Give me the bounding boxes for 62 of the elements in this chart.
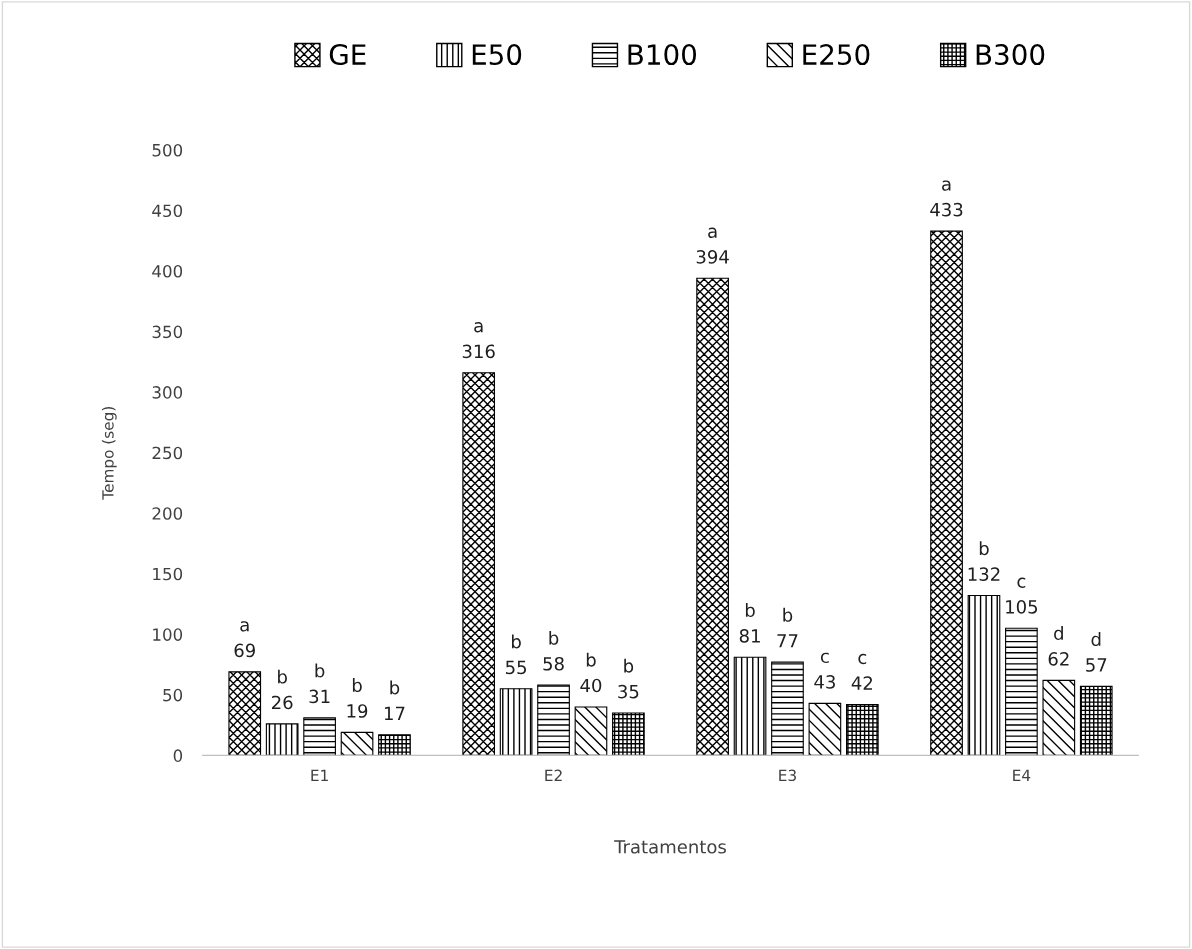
- legend-label: E250: [803, 44, 870, 66]
- bar: [1005, 627, 1038, 756]
- bar: [340, 731, 374, 756]
- bar: [808, 702, 842, 756]
- x-tick-label: E1: [311, 769, 328, 781]
- bar: [612, 712, 645, 756]
- y-tick-label: 100: [153, 628, 183, 641]
- data-label: b 40: [580, 652, 602, 693]
- bar: [303, 717, 336, 756]
- legend-label: B100: [628, 44, 697, 66]
- y-tick-label: 50: [163, 688, 183, 702]
- bar: [1079, 685, 1113, 756]
- y-tick-label: 0: [173, 749, 183, 762]
- y-axis-title: Tempo (seg): [101, 407, 117, 500]
- bar: [462, 372, 496, 756]
- data-label: b 55: [506, 634, 527, 675]
- data-label: b 31: [309, 663, 330, 704]
- data-label: b 17: [384, 680, 405, 720]
- bar: [967, 595, 1001, 756]
- bar: [930, 230, 963, 756]
- x-tick-label: E4: [1013, 769, 1031, 781]
- data-label: b 26: [272, 669, 293, 710]
- y-tick-label: 450: [152, 204, 183, 218]
- x-tick-label: E2: [545, 769, 562, 781]
- data-label: c 43: [814, 652, 835, 689]
- data-label: b 132: [968, 541, 1000, 581]
- data-label: d 57: [1086, 632, 1107, 672]
- data-label: b 35: [618, 658, 639, 699]
- x-tick-label: E3: [779, 769, 796, 782]
- bar: [733, 656, 767, 756]
- data-label: b 58: [543, 630, 564, 671]
- data-label: d 62: [1048, 626, 1069, 666]
- legend-label: B300: [976, 44, 1045, 66]
- bar: [265, 723, 299, 756]
- data-label: c 105: [1006, 577, 1038, 614]
- y-tick-label: 500: [152, 143, 183, 157]
- bar: [696, 277, 729, 756]
- y-tick-label: 400: [152, 265, 183, 278]
- data-label: a 69: [234, 621, 255, 658]
- data-label: a 433: [930, 180, 963, 217]
- y-tick-label: 150: [153, 567, 183, 581]
- data-label: b 19: [347, 678, 368, 718]
- y-tick-label: 350: [152, 325, 183, 339]
- data-label: b 77: [777, 607, 798, 648]
- bar: [499, 688, 533, 756]
- data-label: c 42: [851, 653, 872, 690]
- y-tick-label: 250: [152, 446, 183, 460]
- data-label: a 394: [696, 227, 729, 264]
- bar: [537, 684, 570, 756]
- bar: [574, 706, 608, 756]
- data-label: a 316: [462, 322, 495, 359]
- bar: [771, 661, 804, 756]
- bar: [845, 703, 879, 756]
- bar: [1042, 679, 1076, 756]
- y-tick-label: 300: [152, 386, 183, 399]
- bar: [378, 734, 411, 756]
- bar: [228, 671, 262, 756]
- legend-label: GE: [329, 44, 366, 66]
- y-tick-label: 200: [152, 507, 183, 520]
- data-label: b 81: [739, 603, 760, 643]
- legend-label: E50: [472, 44, 522, 66]
- x-axis-title: Tratamentos: [614, 840, 726, 854]
